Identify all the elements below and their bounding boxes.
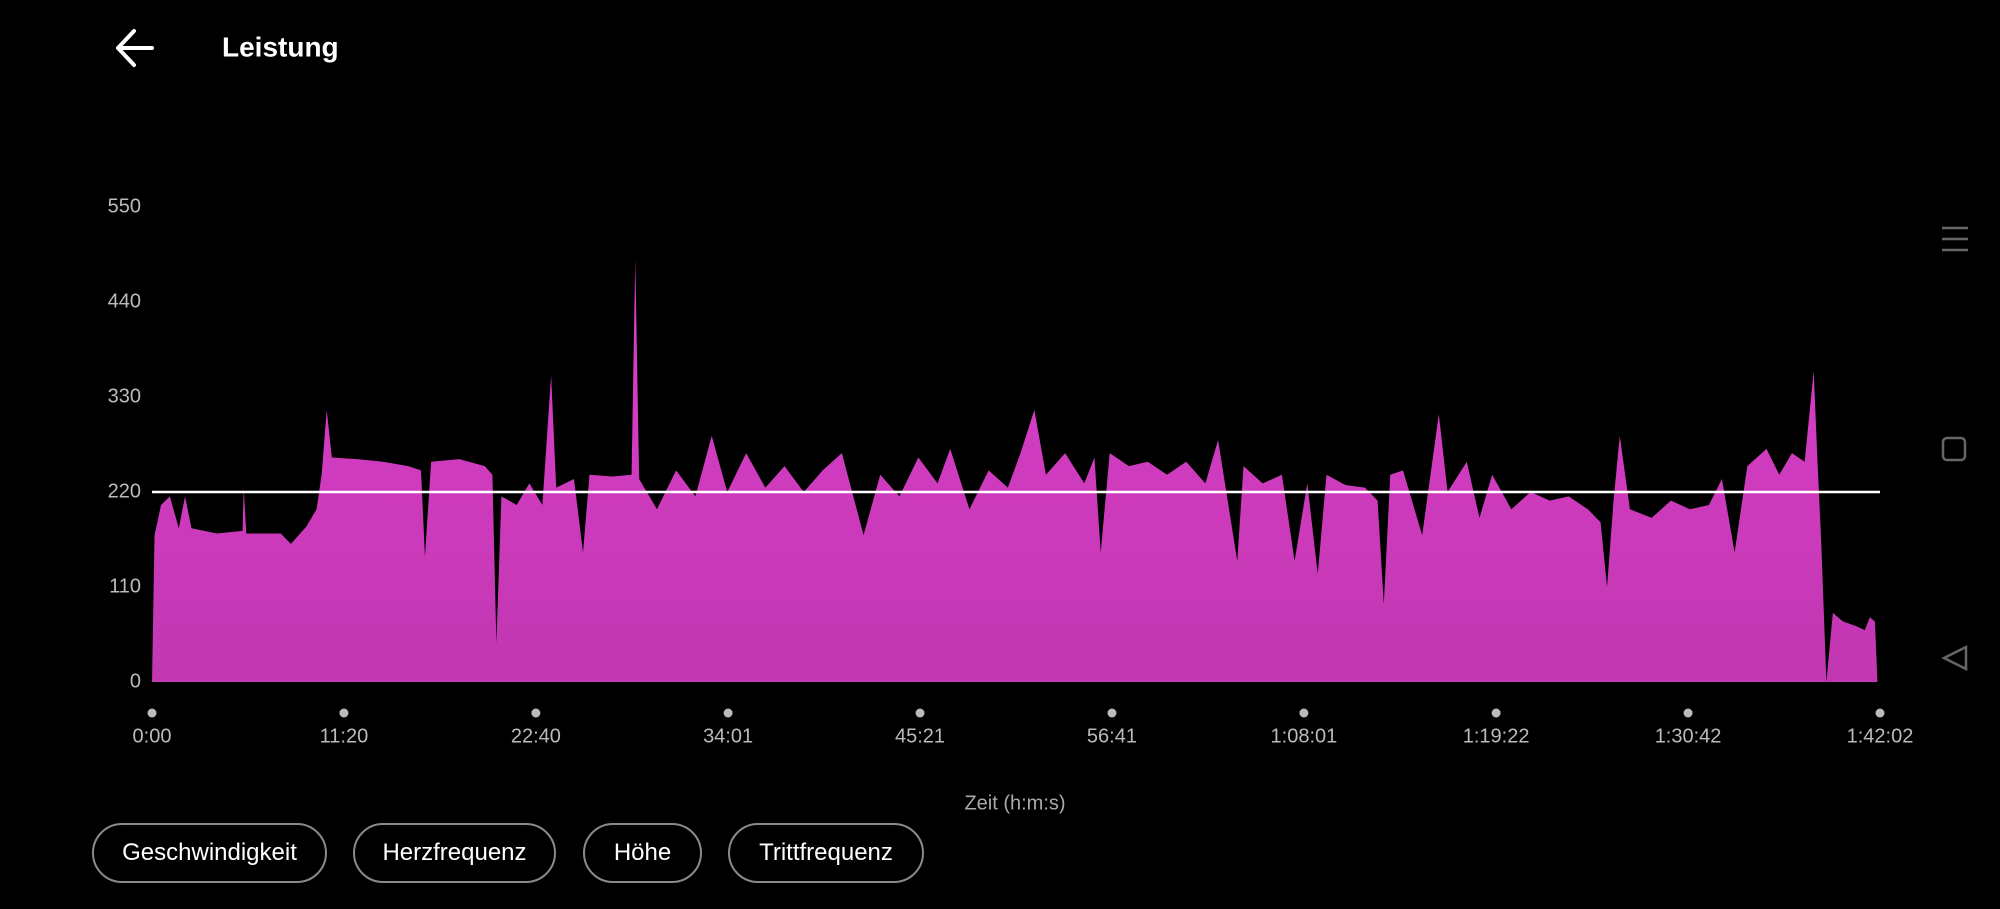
x-tick-label: 1:19:22 bbox=[1463, 725, 1530, 747]
y-tick-label: 110 bbox=[109, 575, 141, 597]
x-tick-label: 1:30:42 bbox=[1655, 725, 1722, 747]
home-icon[interactable] bbox=[1941, 436, 1967, 462]
x-tick-dot bbox=[723, 708, 733, 718]
x-tick-label: 56:41 bbox=[1087, 725, 1137, 747]
x-tick-dot bbox=[147, 708, 157, 718]
y-tick-label: 550 bbox=[108, 195, 141, 217]
x-tick-dot bbox=[531, 708, 541, 718]
x-tick-dot bbox=[1683, 708, 1693, 718]
x-axis-title: Zeit (h:m:s) bbox=[964, 792, 1065, 814]
tab-button[interactable]: Höhe bbox=[583, 823, 702, 883]
back-icon[interactable] bbox=[1941, 644, 1968, 672]
x-tick-label: 0:00 bbox=[133, 725, 172, 747]
chart: 0 110 220 330 440 550 0:00 11:20 22:40 34:01 45:21… bbox=[108, 195, 1914, 747]
y-tick-label: 0 bbox=[130, 670, 141, 692]
x-tick-dot bbox=[1107, 708, 1117, 718]
x-tick-label: 11:20 bbox=[320, 725, 369, 747]
x-tick-dot bbox=[915, 708, 925, 718]
x-tick-label: 22:40 bbox=[511, 725, 561, 747]
x-tick-dot bbox=[1875, 708, 1885, 718]
nav-icons bbox=[1941, 226, 1968, 672]
x-tick-label: 1:08:01 bbox=[1271, 725, 1338, 747]
y-tick-label: 440 bbox=[108, 290, 141, 312]
x-tick-dot bbox=[339, 708, 349, 718]
y-tick-label: 330 bbox=[108, 385, 141, 407]
x-tick-dot bbox=[1491, 708, 1501, 718]
back-button[interactable] bbox=[116, 29, 154, 67]
y-tick-label: 220 bbox=[108, 480, 141, 502]
menu-icon[interactable] bbox=[1942, 226, 1968, 252]
x-tick-label: 1:42:02 bbox=[1847, 725, 1914, 747]
x-tick-dot bbox=[1299, 708, 1309, 718]
area bbox=[152, 258, 1878, 682]
tab-button[interactable]: Geschwindigkeit bbox=[92, 823, 327, 883]
x-tick-label: 45:21 bbox=[895, 725, 945, 747]
x-tick-label: 34:01 bbox=[703, 725, 753, 747]
tab-button[interactable]: Herzfrequenz bbox=[353, 823, 556, 883]
tab-button[interactable]: Trittfrequenz bbox=[728, 823, 924, 883]
page-title: Leistung bbox=[222, 31, 339, 62]
